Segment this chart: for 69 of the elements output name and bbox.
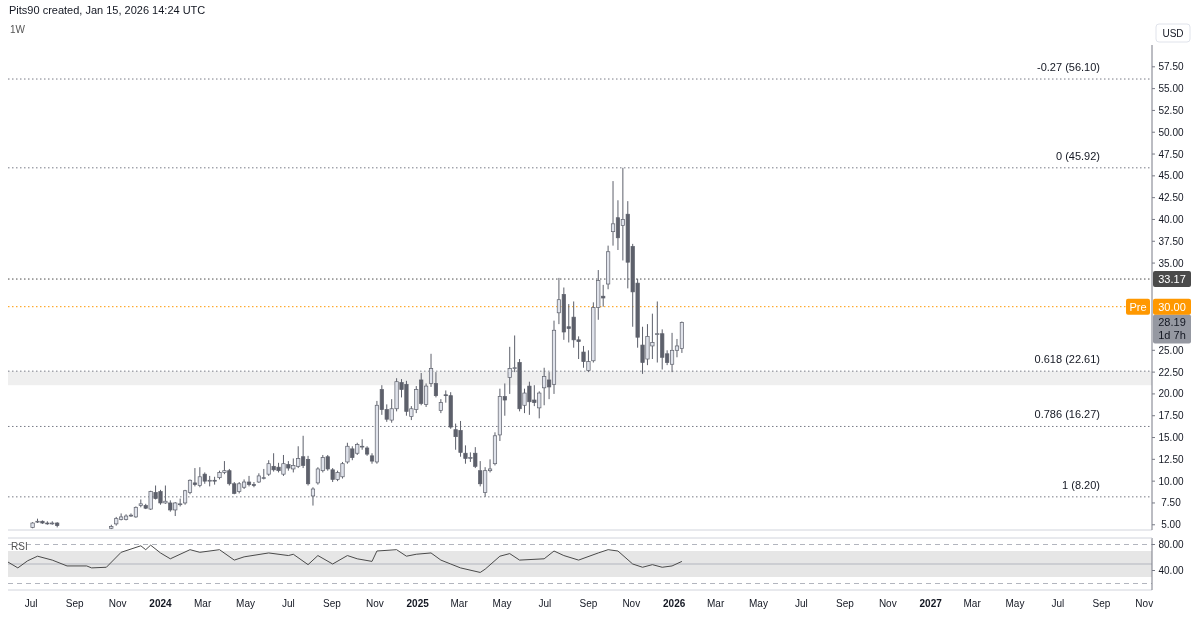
x-tick-label: Mar xyxy=(963,598,982,609)
ref-line-label: Pre xyxy=(1129,300,1147,313)
x-tick-label: Sep xyxy=(323,598,342,609)
y-tick-label: 20.00 xyxy=(1158,388,1184,400)
y-tick-label: 52.50 xyxy=(1158,104,1184,116)
x-tick-label: Sep xyxy=(65,598,85,609)
y-axis-title: USD xyxy=(1162,28,1184,39)
x-tick-label: May xyxy=(236,598,255,609)
line-series xyxy=(7,544,683,573)
x-tick-label: Mar xyxy=(194,598,212,609)
y-tick-label: 57.50 xyxy=(1158,61,1184,73)
x-tick-label: Nov xyxy=(878,598,897,609)
x-tick-label: 2025 xyxy=(406,598,430,609)
y-tick-label: 17.50 xyxy=(1158,410,1184,422)
y-tick-label: 50.00 xyxy=(1158,126,1184,138)
y-tick-label: 35.00 xyxy=(1158,257,1184,269)
ref-line-label: 0 (45.92) xyxy=(1055,149,1100,162)
x-tick-label: Jul xyxy=(281,598,295,609)
x-tick-label: May xyxy=(749,598,768,609)
y-tick-label: 28.19 xyxy=(1158,316,1186,329)
x-tick-label: Mar xyxy=(450,598,469,609)
candlestick xyxy=(251,481,256,488)
x-tick-label: Sep xyxy=(836,598,855,609)
x-tick-label: Jul xyxy=(24,598,38,609)
y-tick-label: 42.50 xyxy=(1158,192,1184,204)
y-tick-label: 33.17 xyxy=(1158,273,1186,286)
x-tick-label: Nov xyxy=(622,598,641,609)
y-tick-label: 7.50 xyxy=(1161,497,1182,509)
y-tick-label: 37.50 xyxy=(1158,235,1184,247)
x-tick-label: Jul xyxy=(1051,598,1065,609)
ref-line-label: -0.27 (56.10) xyxy=(1037,61,1100,74)
y-tick-label: 22.50 xyxy=(1158,366,1184,378)
ref-line-label: 0.618 (22.61) xyxy=(1034,353,1100,366)
x-tick-label: Nov xyxy=(1135,598,1154,609)
candlestick xyxy=(610,180,616,247)
x-tick-label: Sep xyxy=(1092,598,1111,609)
y-tick-label: 47.50 xyxy=(1158,148,1184,160)
x-tick-label: Jul xyxy=(794,598,808,609)
x-tick-label: Sep xyxy=(579,598,598,609)
text: Pits90 created, Jan 15, 2026 14:24 UTC xyxy=(9,4,206,16)
y-tick-label: 80.00 xyxy=(1158,539,1184,550)
x-tick-label: May xyxy=(1005,598,1025,609)
x-tick-label: Mar xyxy=(707,598,725,609)
y-tick-label: 40.00 xyxy=(1158,565,1184,576)
x-tick-label: 2027 xyxy=(919,598,943,609)
y-tick-label: 55.00 xyxy=(1158,83,1184,95)
text: 1d 7h xyxy=(1158,329,1186,342)
y-tick-label: 10.00 xyxy=(1158,475,1184,487)
y-tick-label: 5.00 xyxy=(1161,519,1182,531)
candlestick xyxy=(310,486,316,507)
y-tick-label: 40.00 xyxy=(1158,213,1184,225)
chart-title: 1W xyxy=(10,24,26,35)
x-tick-label: Nov xyxy=(365,598,384,609)
y-tick-label: 45.00 xyxy=(1158,170,1184,182)
ref-line-label: 1 (8.20) xyxy=(1062,478,1100,491)
y-tick-label: 25.00 xyxy=(1158,344,1184,356)
ref-line-label: 0.786 (16.27) xyxy=(1034,408,1100,421)
candlestick xyxy=(246,475,252,487)
y-tick-label: 12.50 xyxy=(1158,453,1184,465)
x-tick-label: May xyxy=(492,598,512,609)
x-tick-label: 2026 xyxy=(663,598,686,609)
x-tick-label: Jul xyxy=(538,598,552,609)
x-tick-label: 2024 xyxy=(149,598,173,609)
chart-title: RSI xyxy=(11,541,28,552)
y-tick-label: 15.00 xyxy=(1158,432,1184,444)
x-tick-label: Nov xyxy=(108,598,127,609)
candlestick xyxy=(433,371,438,398)
y-tick-label: 30.00 xyxy=(1158,300,1186,313)
candlestick xyxy=(542,367,547,406)
